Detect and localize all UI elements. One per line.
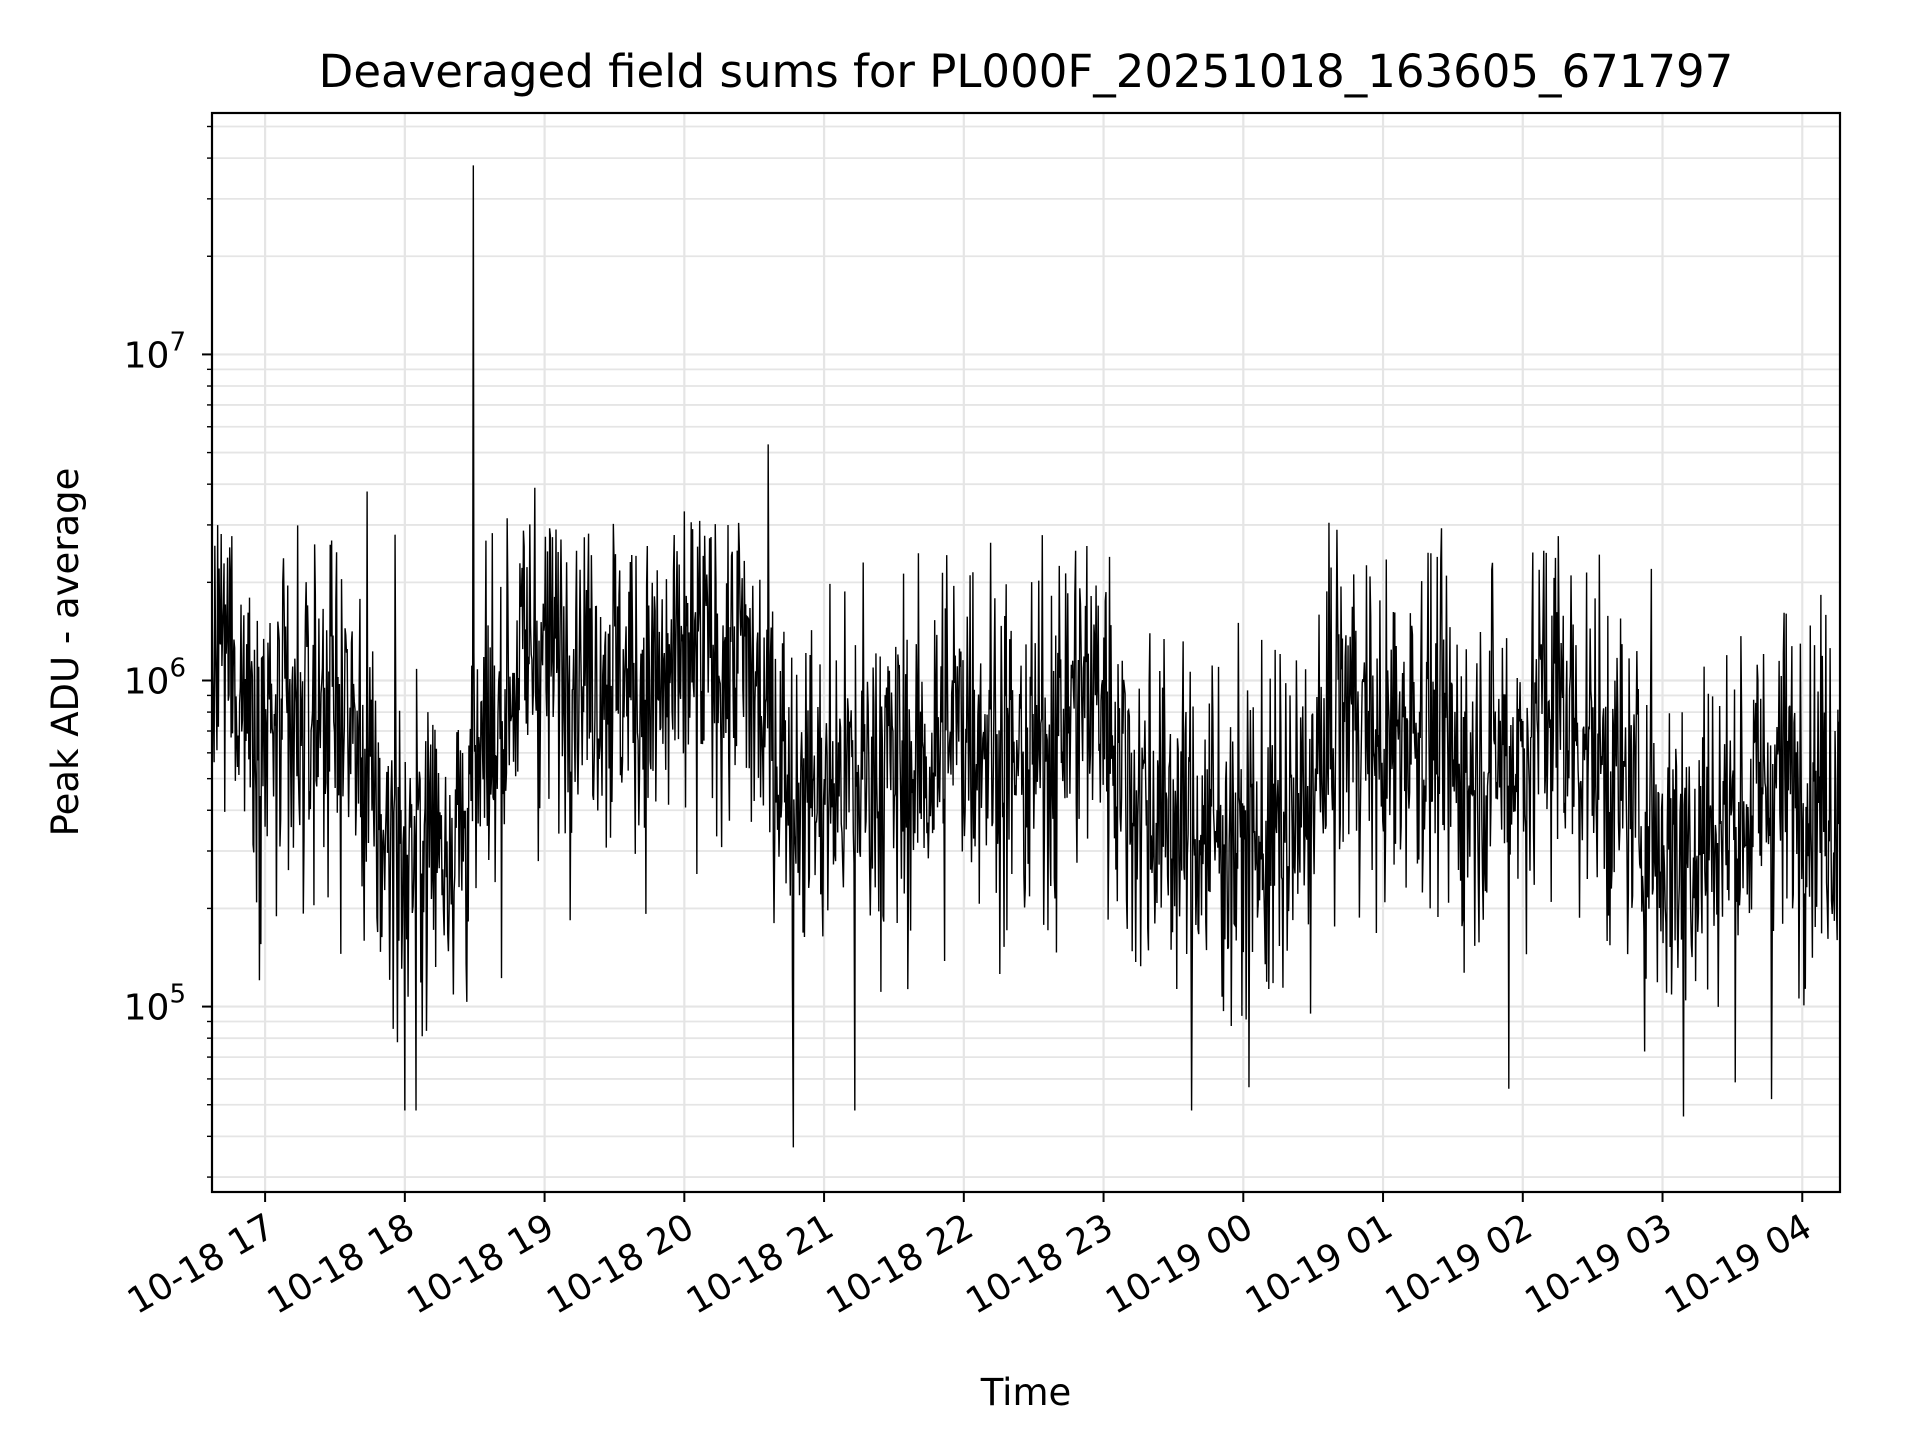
chart-title: Deaveraged field sums for PL000F_2025101… xyxy=(319,45,1734,98)
y-tick-label: 106 xyxy=(124,653,186,702)
y-tick-label: 105 xyxy=(124,980,186,1029)
plot-frame xyxy=(210,111,1842,1194)
data-series-line xyxy=(211,165,1841,1148)
y-tick-label: 107 xyxy=(124,327,186,376)
x-axis-label: Time xyxy=(980,1371,1072,1414)
data-line-layer xyxy=(211,165,1841,1148)
y-axis-label: Peak ADU - average xyxy=(44,468,87,837)
y-axis: 105 106 107 xyxy=(124,125,212,1178)
